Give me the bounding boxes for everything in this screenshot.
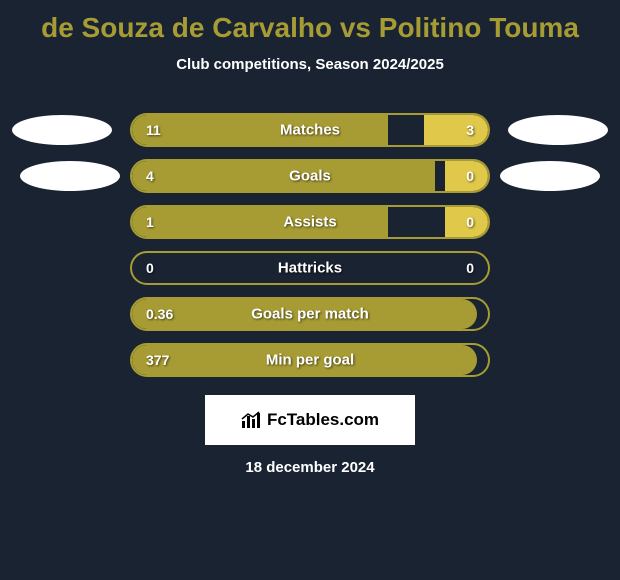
stat-right-value: 0 [466,260,474,276]
stat-label: Matches [280,122,340,139]
bar-left-fill [132,161,435,191]
stat-left-value: 11 [146,122,161,138]
stat-label: Hattricks [278,260,342,277]
stat-row: Goals per match 0.36 [0,297,620,331]
stat-row: Matches 11 3 [0,113,620,147]
player-right-avatar [508,115,608,145]
stat-left-value: 1 [146,214,154,230]
stat-label: Assists [283,214,336,231]
stat-bar: Min per goal 377 [130,343,490,377]
brand-label: FcTables.com [241,410,379,430]
stat-right-value: 0 [466,168,474,184]
player-right-avatar [500,161,600,191]
stat-bar: Goals 4 0 [130,159,490,193]
stat-left-value: 4 [146,168,154,184]
stat-bar: Goals per match 0.36 [130,297,490,331]
stat-label: Goals per match [251,306,369,323]
stat-row: Hattricks 0 0 [0,251,620,285]
player-left-avatar [12,115,112,145]
stat-label: Goals [289,168,331,185]
subtitle: Club competitions, Season 2024/2025 [0,56,620,73]
stat-bar: Assists 1 0 [130,205,490,239]
date-label: 18 december 2024 [0,459,620,476]
stat-left-value: 0 [146,260,154,276]
infographic-container: de Souza de Carvalho vs Politino Touma C… [0,0,620,488]
brand-box[interactable]: FcTables.com [205,395,415,445]
stat-left-value: 0.36 [146,306,173,322]
stat-row: Assists 1 0 [0,205,620,239]
player-left-avatar [20,161,120,191]
stat-bar: Hattricks 0 0 [130,251,490,285]
stat-left-value: 377 [146,352,169,368]
stat-row: Min per goal 377 [0,343,620,377]
stats-wrapper: Matches113Goals40Assists10Hattricks00Goa… [0,113,620,377]
chart-icon [241,411,263,429]
stat-label: Min per goal [266,352,354,369]
stat-row: Goals 4 0 [0,159,620,193]
stat-bar: Matches 11 3 [130,113,490,147]
bar-right-fill [424,115,488,145]
bar-left-fill [132,207,388,237]
page-title: de Souza de Carvalho vs Politino Touma [0,12,620,44]
brand-text: FcTables.com [267,410,379,430]
stat-right-value: 3 [466,122,474,138]
bar-left-fill [132,115,388,145]
stat-right-value: 0 [466,214,474,230]
